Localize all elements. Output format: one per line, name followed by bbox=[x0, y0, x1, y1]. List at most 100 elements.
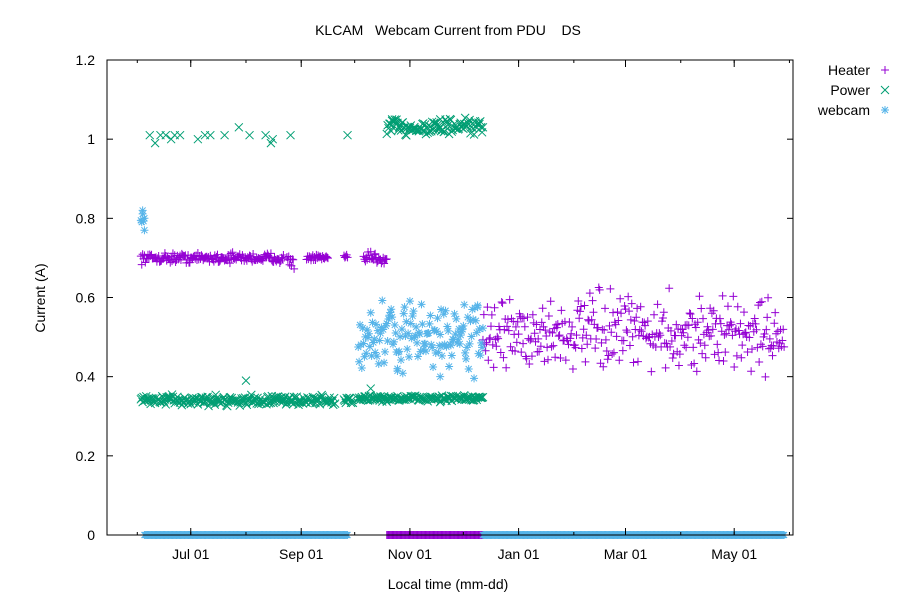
heater-point bbox=[608, 349, 617, 358]
webcam-point bbox=[468, 305, 477, 314]
heater-point bbox=[565, 318, 574, 327]
heater-point bbox=[548, 328, 557, 337]
heater-point bbox=[658, 313, 667, 322]
heater-point bbox=[549, 341, 558, 350]
webcam-point bbox=[437, 351, 446, 360]
webcam-point bbox=[375, 336, 384, 345]
heater-point bbox=[667, 337, 676, 346]
webcam-point bbox=[387, 305, 396, 314]
heater-point bbox=[656, 331, 665, 340]
power-point bbox=[348, 398, 358, 408]
webcam-point bbox=[366, 308, 375, 317]
webcam-point bbox=[460, 300, 469, 309]
power-point bbox=[175, 130, 185, 140]
x-axis-label: Local time (mm-dd) bbox=[388, 576, 509, 592]
heater-point bbox=[496, 348, 505, 357]
power-point bbox=[473, 120, 482, 130]
x-tick-label: May 01 bbox=[711, 546, 757, 562]
heater-point bbox=[557, 306, 566, 315]
heater-point bbox=[616, 294, 625, 303]
webcam-point bbox=[397, 355, 405, 364]
heater-point bbox=[543, 343, 552, 352]
heater-point bbox=[490, 303, 499, 312]
webcam-point bbox=[441, 306, 450, 315]
heater-point bbox=[684, 321, 693, 330]
heater-point bbox=[750, 314, 759, 323]
heater-point bbox=[479, 310, 488, 319]
power-point bbox=[387, 115, 397, 124]
webcam-point bbox=[364, 333, 373, 342]
power-point bbox=[398, 118, 408, 127]
heater-point bbox=[185, 258, 194, 267]
heater-point bbox=[691, 323, 700, 332]
heater-point bbox=[636, 302, 645, 311]
webcam-point bbox=[393, 364, 402, 373]
heater-point bbox=[680, 341, 689, 350]
heater-point bbox=[290, 264, 299, 273]
heater-point bbox=[580, 301, 589, 310]
heater-point bbox=[628, 332, 637, 341]
webcam-point bbox=[434, 348, 443, 357]
heater-point bbox=[732, 351, 741, 360]
legend: Heater Power webcam bbox=[817, 62, 890, 118]
heater-point bbox=[699, 314, 708, 323]
webcam-point bbox=[381, 321, 390, 330]
heater-point bbox=[698, 349, 707, 358]
webcam-point bbox=[139, 217, 148, 226]
webcam-point bbox=[369, 338, 378, 347]
webcam-point bbox=[445, 362, 454, 371]
webcam-point bbox=[437, 305, 446, 314]
heater-point bbox=[554, 332, 563, 341]
heater-point bbox=[650, 310, 659, 319]
heater-point bbox=[487, 310, 496, 319]
heater-point bbox=[701, 353, 710, 362]
legend-marker-heater bbox=[881, 66, 889, 74]
webcam-point bbox=[399, 309, 408, 318]
heater-point bbox=[278, 254, 287, 263]
heater-point bbox=[571, 343, 580, 352]
heater-point bbox=[546, 297, 555, 306]
heater-point bbox=[502, 363, 511, 372]
webcam-point bbox=[355, 357, 364, 366]
heater-point bbox=[621, 305, 630, 314]
power-point bbox=[426, 392, 435, 401]
heater-point bbox=[534, 334, 543, 343]
heater-point bbox=[666, 326, 675, 335]
webcam-point bbox=[431, 348, 440, 357]
heater-point bbox=[567, 329, 576, 338]
webcam-point bbox=[416, 347, 425, 356]
webcam-point bbox=[395, 347, 404, 356]
heater-point bbox=[758, 342, 767, 351]
heater-point bbox=[591, 344, 600, 353]
heater-point bbox=[576, 302, 585, 311]
webcam-point bbox=[363, 325, 372, 334]
power-point bbox=[376, 392, 385, 401]
heater-point bbox=[503, 315, 512, 324]
power-point bbox=[161, 130, 171, 140]
webcam-point bbox=[464, 365, 473, 374]
webcam-point bbox=[427, 340, 436, 349]
webcam-point bbox=[455, 339, 464, 348]
webcam-point bbox=[356, 340, 365, 349]
webcam-point bbox=[425, 319, 434, 328]
power-point bbox=[286, 130, 295, 140]
heater-point bbox=[697, 304, 706, 313]
heater-point bbox=[694, 335, 703, 344]
heater-point bbox=[551, 353, 560, 362]
heater-point bbox=[654, 332, 663, 341]
heater-point bbox=[489, 363, 498, 372]
heater-point bbox=[380, 259, 389, 268]
heater-point bbox=[748, 345, 757, 354]
webcam-point bbox=[412, 322, 421, 331]
webcam-point bbox=[382, 319, 391, 328]
webcam-point bbox=[405, 352, 414, 361]
webcam-point bbox=[417, 300, 426, 309]
power-point bbox=[388, 394, 398, 404]
heater-point bbox=[579, 325, 588, 334]
heater-point bbox=[564, 340, 573, 349]
heater-point bbox=[575, 314, 584, 323]
heater-point bbox=[495, 322, 503, 331]
heater-point bbox=[738, 341, 747, 350]
heater-point bbox=[619, 336, 628, 345]
